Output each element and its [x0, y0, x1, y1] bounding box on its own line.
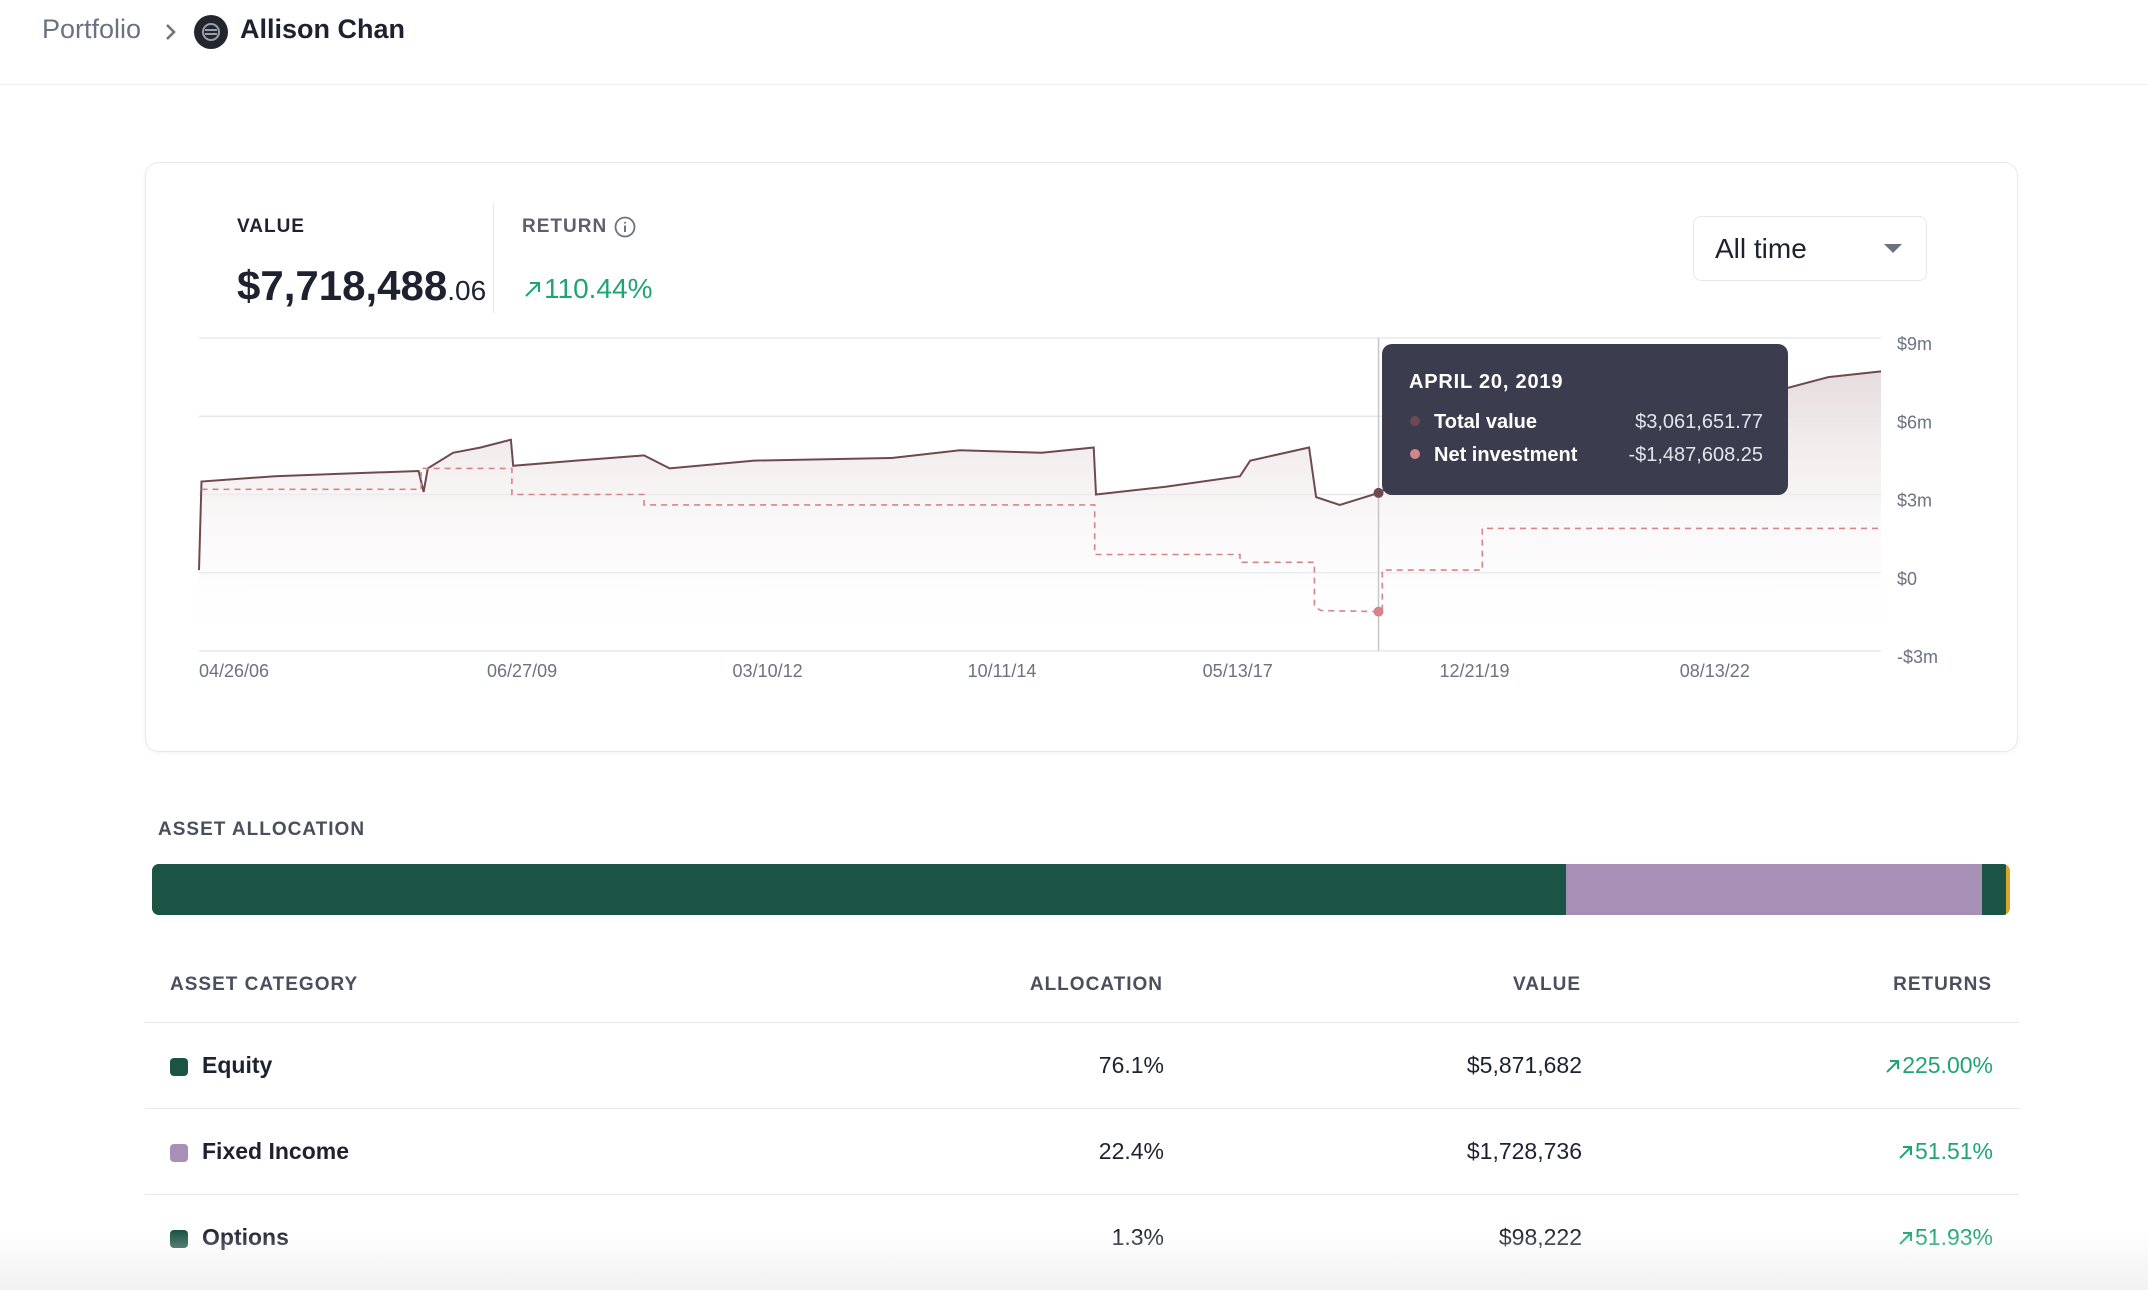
- tooltip: [1382, 344, 1788, 495]
- return-label: RETURN: [522, 216, 608, 237]
- chevron: [166, 24, 176, 40]
- tooltip-label: Total value: [1434, 411, 1537, 433]
- hover-point: [1373, 487, 1384, 498]
- value-cell: $5,871,682: [1466, 1052, 1582, 1078]
- value-label: VALUE: [237, 216, 305, 237]
- y-tick-label: $9m: [1897, 334, 1932, 354]
- column-header: ASSET CATEGORY: [170, 974, 359, 995]
- chart: -$3m $0 $3m $6m $9m 04/26/06 06/27/09 03/10/12 1…: [198, 334, 1938, 681]
- y-tick-label: $3m: [1897, 491, 1932, 511]
- allocation-cell: 22.4%: [1098, 1138, 1164, 1164]
- return-value: 110.44%: [544, 273, 653, 304]
- returns-cell: 225.00%: [1884, 1023, 1993, 1108]
- value-area: [199, 371, 1881, 651]
- swatch: [170, 1144, 188, 1162]
- value-cents: .06: [447, 275, 487, 306]
- x-tick-label: 06/27/09: [487, 661, 557, 681]
- x-tick-label: 03/10/12: [733, 661, 803, 681]
- arrow-icon: [1899, 1146, 1912, 1159]
- header: Portfolio Allison Chan: [0, 0, 2148, 85]
- x-tick-label: 10/11/14: [968, 661, 1037, 681]
- tooltip-dot: [1410, 416, 1420, 426]
- allocation-segment: [152, 864, 1566, 915]
- tooltip-value: $3,061,651.77: [1635, 411, 1763, 433]
- returns-cell: 51.51%: [1897, 1109, 1993, 1194]
- breadcrumb-root[interactable]: Portfolio: [42, 14, 142, 44]
- y-tick-label: -$3m: [1897, 647, 1938, 667]
- category-name: Fixed Income: [202, 1138, 349, 1164]
- value-cell: $1,728,736: [1466, 1138, 1582, 1164]
- return: 110.44%: [522, 273, 652, 305]
- y-tick-label: $0: [1897, 569, 1917, 589]
- tooltip-label: Net investment: [1434, 444, 1578, 466]
- y-tick-label: $6m: [1897, 412, 1932, 432]
- range-select[interactable]: All time: [1693, 216, 1927, 281]
- allocation-cell: 76.1%: [1098, 1052, 1164, 1078]
- tooltip-value: -$1,487,608.25: [1628, 444, 1763, 466]
- x-tick-label: 08/13/22: [1680, 661, 1750, 681]
- chart-card: [145, 162, 2018, 752]
- arrow-icon: [1886, 1060, 1900, 1073]
- x-tick-label: 05/13/17: [1203, 661, 1273, 681]
- allocation-title: ASSET ALLOCATION: [158, 819, 366, 840]
- x-tick-label: 04/26/06: [199, 661, 269, 681]
- series-line: [201, 467, 1881, 613]
- caret: [1884, 244, 1902, 253]
- swatch: [170, 1058, 188, 1076]
- allocation-segment: [1982, 864, 2007, 915]
- tooltip-date: APRIL 20, 2019: [1409, 371, 1563, 393]
- fade: [0, 1230, 2148, 1290]
- column-header: VALUE: [1513, 974, 1581, 995]
- info-icon[interactable]: [613, 215, 637, 239]
- table-row: Equity 76.1% $5,871,682 225.00%: [145, 1022, 2019, 1108]
- allocation-segment: [1565, 864, 1983, 915]
- table-row: Fixed Income 22.4% $1,728,736 51.51%: [145, 1108, 2019, 1194]
- divider: [493, 203, 494, 313]
- arrow-icon: [525, 282, 540, 297]
- hover-point: [1373, 606, 1384, 617]
- column-header: ALLOCATION: [1029, 974, 1163, 995]
- avatar: [194, 15, 228, 49]
- x-tick-label: 12/21/19: [1439, 661, 1509, 681]
- allocation-bar: [152, 864, 2010, 915]
- value-main: $7,718,488: [237, 262, 448, 309]
- returns-value: 225.00%: [1902, 1052, 1993, 1078]
- value: $7,718,488.06: [237, 262, 486, 310]
- column-header: RETURNS: [1893, 974, 1992, 995]
- breadcrumb-current: Allison Chan: [240, 14, 406, 44]
- category-name: Equity: [202, 1052, 273, 1078]
- range-value: All time: [1715, 233, 1807, 264]
- tooltip-dot: [1410, 449, 1420, 459]
- returns-value: 51.51%: [1914, 1138, 1993, 1164]
